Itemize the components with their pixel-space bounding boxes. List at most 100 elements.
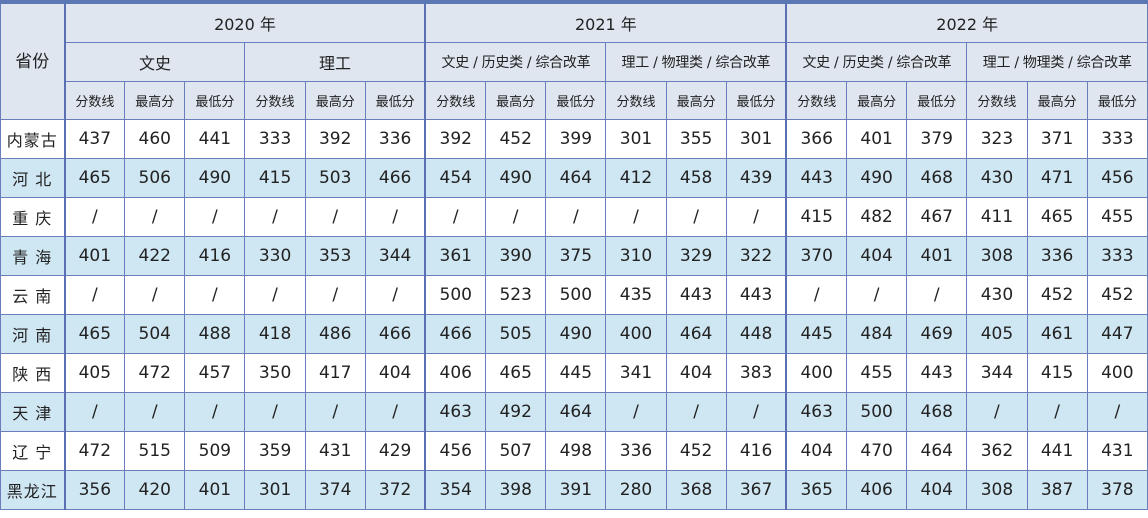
score-cell: 405 bbox=[63, 353, 126, 393]
score-cell: / bbox=[785, 275, 848, 315]
sub-column-header: 最低分 bbox=[906, 81, 968, 120]
score-cell: / bbox=[665, 197, 727, 237]
score-cell: / bbox=[364, 392, 426, 432]
score-cell: / bbox=[966, 392, 1028, 432]
score-cell: / bbox=[424, 197, 487, 237]
score-cell: 404 bbox=[846, 236, 908, 276]
score-cell: 333 bbox=[244, 119, 306, 159]
score-cell: / bbox=[906, 275, 968, 315]
score-cell: 390 bbox=[485, 236, 547, 276]
score-cell: 415 bbox=[785, 197, 848, 237]
province-cell: 青 海 bbox=[0, 236, 66, 276]
province-cell: 黑龙江 bbox=[0, 470, 66, 510]
score-cell: 468 bbox=[906, 158, 968, 198]
score-cell: 406 bbox=[424, 353, 487, 393]
score-cell: 362 bbox=[966, 431, 1028, 471]
score-cell: 430 bbox=[966, 158, 1028, 198]
score-cell: 490 bbox=[184, 158, 246, 198]
score-cell: / bbox=[605, 392, 667, 432]
score-cell: 415 bbox=[244, 158, 306, 198]
score-cell: / bbox=[63, 197, 126, 237]
score-cell: 466 bbox=[364, 314, 426, 354]
score-cell: 504 bbox=[124, 314, 186, 354]
score-cell: 488 bbox=[184, 314, 246, 354]
score-cell: 452 bbox=[665, 431, 727, 471]
score-cell: 472 bbox=[124, 353, 186, 393]
score-cell: 466 bbox=[364, 158, 426, 198]
score-cell: 404 bbox=[906, 470, 968, 510]
score-cell: 452 bbox=[1026, 275, 1088, 315]
province-cell: 内蒙古 bbox=[0, 119, 66, 159]
score-cell: / bbox=[63, 392, 126, 432]
score-cell: / bbox=[846, 275, 908, 315]
score-cell: 441 bbox=[184, 119, 246, 159]
score-cell: 472 bbox=[63, 431, 126, 471]
score-cell: 417 bbox=[304, 353, 366, 393]
score-cell: / bbox=[244, 197, 306, 237]
table-row: 天 津 / / / / //463 492 464///463 500 468// / bbox=[0, 392, 1148, 432]
score-cell: 471 bbox=[1026, 158, 1088, 198]
score-cell: 280 bbox=[605, 470, 667, 510]
score-cell: 404 bbox=[785, 431, 848, 471]
score-cell: 404 bbox=[364, 353, 426, 393]
province-cell: 云 南 bbox=[0, 275, 66, 315]
score-cell: 455 bbox=[1086, 197, 1148, 237]
score-cell: 350 bbox=[244, 353, 306, 393]
score-cell: 400 bbox=[1086, 353, 1148, 393]
score-cell: 400 bbox=[785, 353, 848, 393]
score-cell: / bbox=[244, 392, 306, 432]
score-cell: 401 bbox=[184, 470, 246, 510]
table-row: 陕 西 405 472 457 350 417 404 406 465 445 341 404 383 4… bbox=[0, 353, 1148, 393]
score-cell: 379 bbox=[906, 119, 968, 159]
score-cell: 355 bbox=[665, 119, 727, 159]
score-cell: 445 bbox=[545, 353, 607, 393]
score-cell: 333 bbox=[1086, 236, 1148, 276]
score-cell: 498 bbox=[545, 431, 607, 471]
score-cell: 443 bbox=[906, 353, 968, 393]
score-cell: 465 bbox=[1026, 197, 1088, 237]
score-cell: 399 bbox=[545, 119, 607, 159]
score-cell: 484 bbox=[846, 314, 908, 354]
score-cell: 490 bbox=[545, 314, 607, 354]
score-cell: 336 bbox=[1026, 236, 1088, 276]
score-cell: 330 bbox=[244, 236, 306, 276]
score-cell: 366 bbox=[785, 119, 848, 159]
score-cell: / bbox=[605, 197, 667, 237]
score-cell: 466 bbox=[424, 314, 487, 354]
score-cell: 443 bbox=[785, 158, 848, 198]
score-cell: 468 bbox=[906, 392, 968, 432]
score-cell: 463 bbox=[785, 392, 848, 432]
score-cell: 420 bbox=[124, 470, 186, 510]
province-cell: 天 津 bbox=[0, 392, 66, 432]
score-cell: 460 bbox=[124, 119, 186, 159]
score-cell: 465 bbox=[63, 314, 126, 354]
sub-column-header: 最低分 bbox=[545, 81, 607, 120]
province-header: 省份 bbox=[0, 1, 66, 120]
sub-column-header: 分数线 bbox=[63, 81, 126, 120]
table-row: 重 庆 / / / / / / / / / / //415 482 467 411 465 455 bbox=[0, 197, 1148, 237]
score-cell: 509 bbox=[184, 431, 246, 471]
score-cell: / bbox=[304, 392, 366, 432]
score-cell: 353 bbox=[304, 236, 366, 276]
score-cell: 486 bbox=[304, 314, 366, 354]
table-row: 黑龙江 356 420 401 301 374 372 354 398 391 280 368 367 3… bbox=[0, 470, 1148, 510]
score-cell: 431 bbox=[1086, 431, 1148, 471]
score-cell: 515 bbox=[124, 431, 186, 471]
score-cell: 336 bbox=[364, 119, 426, 159]
category-header: 文史 / 历史类 / 综合改革 bbox=[424, 42, 607, 82]
score-cell: 445 bbox=[785, 314, 848, 354]
score-cell: 341 bbox=[605, 353, 667, 393]
score-cell: 455 bbox=[846, 353, 908, 393]
score-cell: 500 bbox=[424, 275, 487, 315]
score-cell: 470 bbox=[846, 431, 908, 471]
score-cell: 391 bbox=[545, 470, 607, 510]
score-cell: 354 bbox=[424, 470, 487, 510]
sub-column-header: 分数线 bbox=[785, 81, 848, 120]
score-cell: 492 bbox=[485, 392, 547, 432]
score-cell: 439 bbox=[725, 158, 787, 198]
score-cell: 463 bbox=[424, 392, 487, 432]
score-cell: / bbox=[124, 197, 186, 237]
score-cell: 301 bbox=[725, 119, 787, 159]
score-cell: / bbox=[364, 197, 426, 237]
